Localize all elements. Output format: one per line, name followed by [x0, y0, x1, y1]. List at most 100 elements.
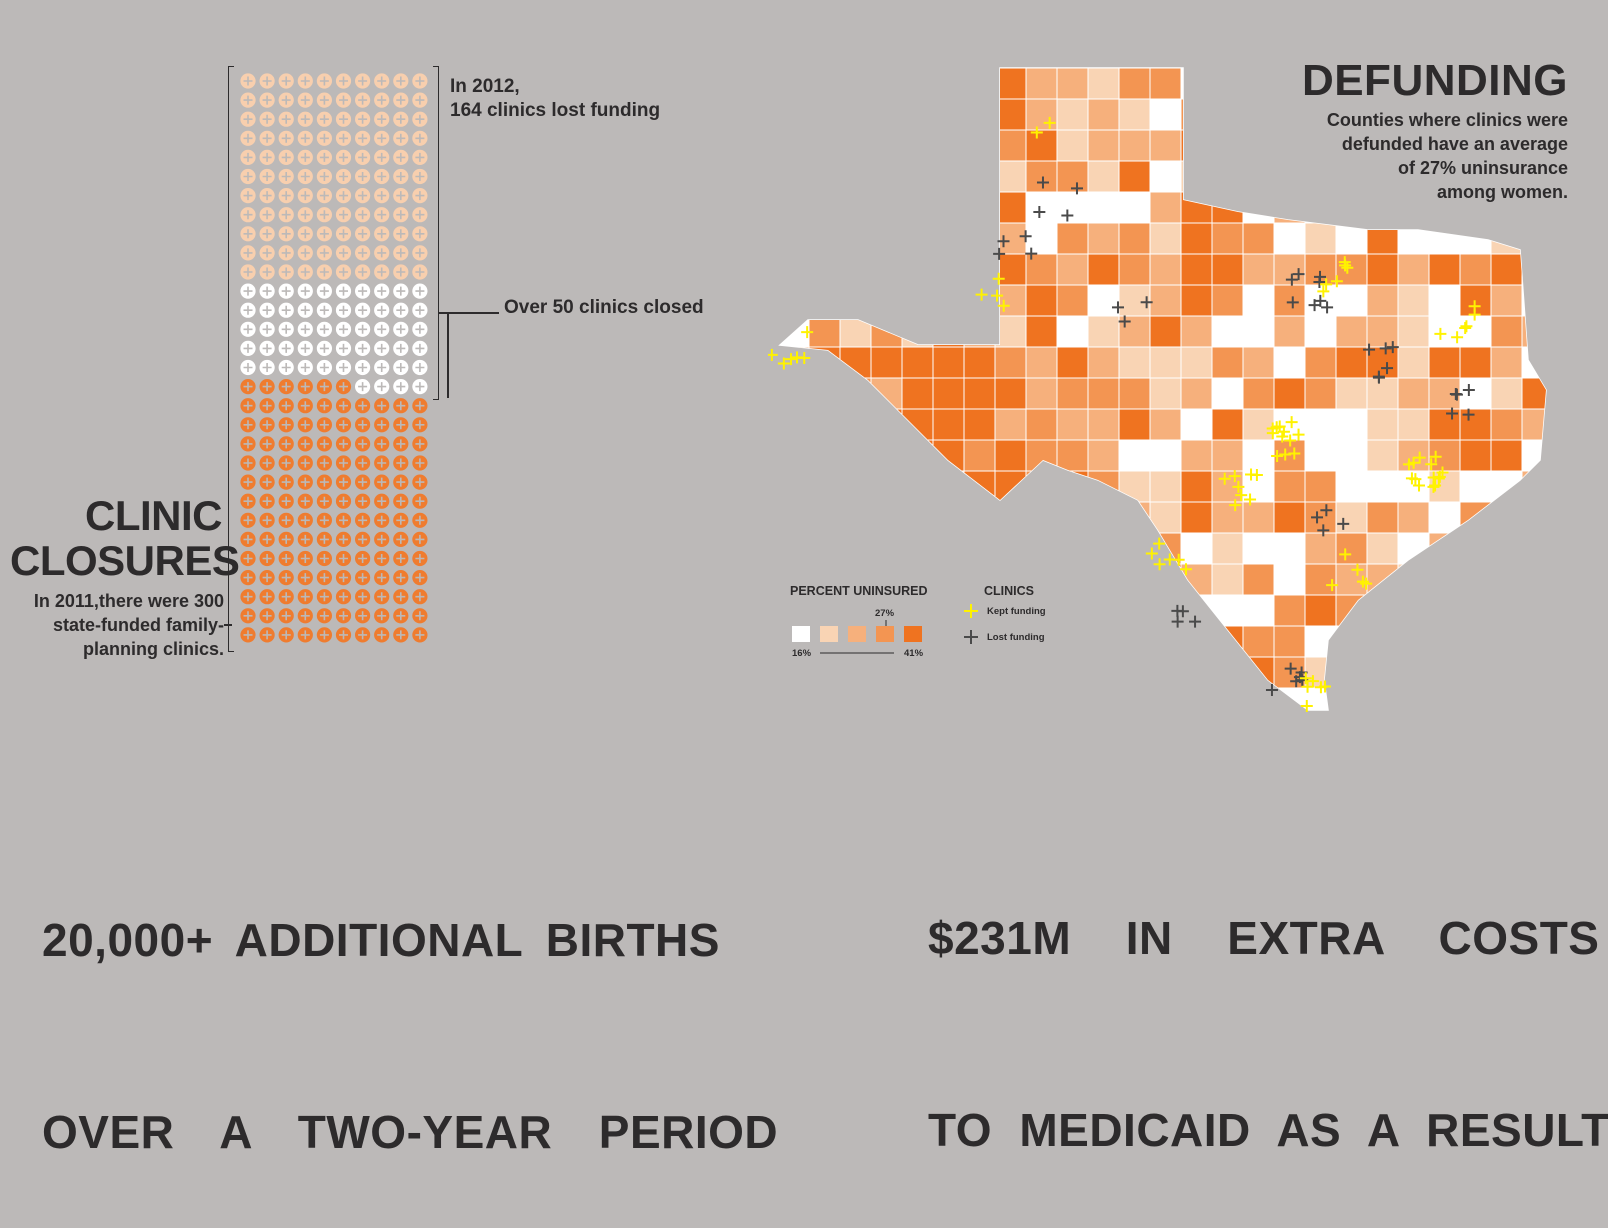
county-cell	[1087, 377, 1120, 410]
clinic-icon	[240, 73, 256, 89]
county-cell	[1056, 439, 1089, 472]
costs-line2: TO MEDICAID AS A RESULT	[928, 1104, 1608, 1156]
county-cell	[778, 719, 809, 740]
county-cell	[1180, 625, 1213, 658]
county-cell	[932, 687, 965, 710]
clinic-icon	[316, 474, 332, 490]
county-cell	[1491, 719, 1522, 740]
county-cell	[808, 129, 841, 162]
county-cell	[780, 687, 810, 710]
clinic-icon	[393, 627, 409, 643]
clinic-icon	[393, 283, 409, 299]
county-cell	[1056, 563, 1089, 596]
county-cell	[1521, 687, 1546, 710]
clinic-icon	[297, 73, 313, 89]
county-cell	[839, 532, 872, 565]
clinic-icon	[316, 92, 332, 108]
kept-funding-marker	[1180, 563, 1193, 576]
county-cell	[1180, 408, 1213, 441]
county-cell	[1118, 68, 1151, 100]
county-cell	[994, 408, 1027, 441]
clinic-icon	[412, 264, 428, 280]
clinic-icon	[297, 379, 313, 395]
kept-funding-marker	[768, 348, 778, 361]
clinic-markers	[768, 116, 1481, 712]
county-cell	[808, 253, 841, 286]
clinic-icon	[412, 359, 428, 376]
county-cell	[1428, 625, 1461, 658]
county-cell	[1304, 563, 1337, 596]
county-cell	[1460, 719, 1491, 740]
county-cell	[1335, 594, 1368, 627]
county-cell	[1459, 594, 1492, 627]
county-cell	[1428, 563, 1461, 596]
clinic-icon	[297, 512, 313, 528]
county-cell	[901, 594, 934, 627]
county-cell	[901, 160, 934, 193]
kept-funding-marker	[1245, 468, 1258, 481]
kept-funding-marker	[1427, 471, 1440, 484]
county-cell	[1397, 501, 1430, 534]
clinic-icon	[316, 283, 332, 299]
clinic-icon	[412, 493, 428, 509]
clinic-icon	[316, 417, 332, 433]
clinic-closures-desc: In 2011,there were 300 state-funded fami…	[10, 589, 224, 661]
costs-statement: $231M IN EXTRA COSTS TO MEDICAID AS A RE…	[928, 778, 1608, 1226]
clinic-icon	[374, 627, 390, 643]
county-cell	[963, 532, 996, 565]
county-cell	[1336, 719, 1367, 740]
clinic-icon	[393, 589, 409, 605]
clinic-icon	[297, 264, 313, 280]
clinic-title-line1: CLINIC	[85, 492, 223, 539]
clinic-icon	[316, 226, 332, 242]
clinic-icon	[278, 436, 294, 452]
county-cell	[780, 284, 810, 317]
kept-funding-marker	[1326, 579, 1339, 592]
county-cell	[1490, 470, 1523, 503]
clinic-icon	[278, 550, 294, 567]
county-cell	[1087, 501, 1120, 534]
county-cell	[1087, 408, 1120, 441]
county-cell	[1242, 191, 1275, 224]
county-cell	[1025, 315, 1058, 348]
clinic-icon	[259, 379, 275, 395]
county-cell	[808, 346, 841, 379]
clinic-icon	[316, 302, 332, 318]
clinic-icon	[374, 417, 390, 433]
kept-funding-marker	[1351, 563, 1364, 576]
county-cell	[1521, 532, 1546, 565]
clinic-icon	[278, 589, 294, 605]
county-cell	[1521, 253, 1546, 286]
clinic-icon	[240, 379, 256, 395]
county-cell	[1180, 253, 1213, 286]
county-cell	[1087, 563, 1120, 596]
county-cell	[1398, 719, 1429, 740]
county-cell	[1304, 377, 1337, 410]
county-cell	[994, 470, 1027, 503]
county-cell	[1242, 222, 1275, 255]
clinic-icon	[278, 283, 294, 299]
clinic-icon	[412, 302, 428, 318]
county-cell	[1242, 315, 1275, 348]
county-cell	[1397, 656, 1430, 689]
county-cell	[1242, 129, 1275, 162]
clinic-icon	[374, 550, 390, 567]
clinic-icon	[374, 283, 390, 299]
county-cell	[1211, 98, 1244, 131]
clinic-icon	[335, 359, 352, 376]
lost-funding-marker	[1317, 524, 1330, 537]
county-cell	[870, 439, 903, 472]
county-cell	[1553, 409, 1584, 440]
clinic-icon	[412, 627, 428, 643]
county-cell	[1149, 687, 1182, 710]
county-cell	[1428, 346, 1461, 379]
clinic-icon	[297, 455, 313, 471]
clinic-icon	[335, 168, 352, 185]
note-2012-line2: 164 clinics lost funding	[450, 100, 661, 121]
county-cell	[995, 719, 1026, 740]
clinic-icon	[374, 474, 390, 490]
county-cell	[780, 68, 810, 100]
kept-funding-marker	[1235, 489, 1248, 502]
county-cell	[1553, 378, 1584, 409]
births-line2: OVER A TWO-YEAR PERIOD	[42, 1106, 779, 1158]
